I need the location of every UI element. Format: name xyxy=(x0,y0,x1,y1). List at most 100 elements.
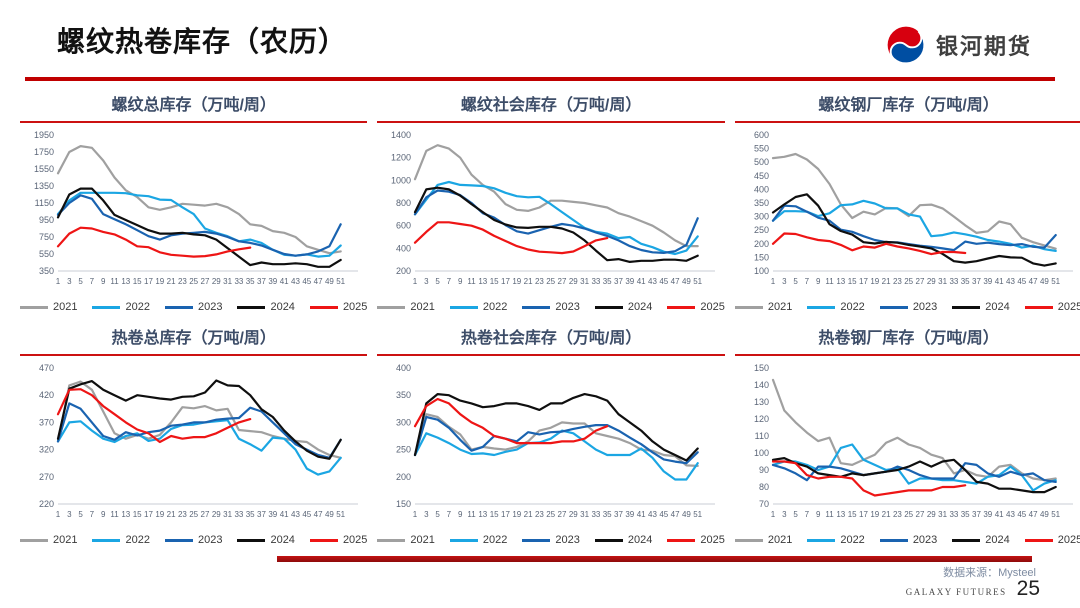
svg-text:600: 600 xyxy=(396,221,411,231)
svg-text:19: 19 xyxy=(155,510,164,519)
svg-text:15: 15 xyxy=(848,510,857,519)
legend-label: 2022 xyxy=(482,534,508,546)
svg-text:47: 47 xyxy=(1028,510,1037,519)
svg-text:19: 19 xyxy=(870,277,879,286)
svg-text:49: 49 xyxy=(682,277,691,286)
svg-text:33: 33 xyxy=(592,510,601,519)
svg-text:37: 37 xyxy=(614,277,623,286)
legend-label: 2024 xyxy=(985,534,1010,546)
chart-panel: 热卷社会库存（万吨/周） 150 200 250 300 350 400 1 3 5 7 9 11 13… xyxy=(377,327,725,550)
legend-label: 2022 xyxy=(125,534,150,546)
svg-text:13: 13 xyxy=(479,510,488,519)
legend-line-swatch xyxy=(92,305,121,309)
svg-text:27: 27 xyxy=(915,510,924,519)
svg-text:51: 51 xyxy=(336,510,345,519)
svg-text:11: 11 xyxy=(110,510,119,519)
svg-text:31: 31 xyxy=(223,277,232,286)
legend-label: 2025 xyxy=(1057,534,1080,546)
svg-text:23: 23 xyxy=(893,277,902,286)
svg-text:49: 49 xyxy=(682,510,691,519)
svg-text:49: 49 xyxy=(325,277,334,286)
legend-item: 2024 xyxy=(237,534,295,546)
svg-text:37: 37 xyxy=(972,510,981,519)
svg-text:17: 17 xyxy=(144,277,153,286)
legend-line-swatch xyxy=(1024,538,1053,542)
svg-text:21: 21 xyxy=(524,510,533,519)
legend-label: 2025 xyxy=(1057,301,1080,313)
chart-legend: 2021 2022 2023 2024 2025 xyxy=(377,297,725,317)
chart-title: 热卷钢厂库存（万吨/周） xyxy=(818,330,999,347)
svg-text:37: 37 xyxy=(257,277,266,286)
svg-text:3: 3 xyxy=(67,277,72,286)
svg-text:41: 41 xyxy=(637,510,646,519)
legend-item: 2024 xyxy=(594,534,652,546)
legend-item: 2025 xyxy=(667,534,725,546)
svg-text:5: 5 xyxy=(78,277,83,286)
svg-text:25: 25 xyxy=(189,510,198,519)
svg-text:27: 27 xyxy=(558,277,567,286)
legend-item: 2021 xyxy=(734,534,792,546)
svg-text:1: 1 xyxy=(413,510,418,519)
chart-panel: 热卷钢厂库存（万吨/周） 70 80 90 100 110 120 130 140 150 1 3 5… xyxy=(734,327,1080,550)
svg-text:41: 41 xyxy=(637,277,646,286)
chart-title-underline xyxy=(20,121,368,123)
svg-text:9: 9 xyxy=(816,277,821,286)
svg-text:9: 9 xyxy=(458,277,463,286)
svg-text:39: 39 xyxy=(626,277,635,286)
svg-text:21: 21 xyxy=(167,277,176,286)
chart-title: 螺纹总库存（万吨/周） xyxy=(111,97,276,114)
legend-label: 2023 xyxy=(197,534,223,546)
svg-text:200: 200 xyxy=(396,472,411,482)
chart-title-underline xyxy=(734,354,1080,356)
svg-text:220: 220 xyxy=(39,499,54,509)
svg-text:70: 70 xyxy=(759,499,769,509)
svg-text:49: 49 xyxy=(1040,277,1049,286)
svg-text:500: 500 xyxy=(754,157,769,167)
legend-label: 2023 xyxy=(555,301,580,313)
legend-item: 2022 xyxy=(92,301,150,313)
legend-line-swatch xyxy=(377,305,406,309)
legend-item: 2025 xyxy=(667,301,725,313)
svg-text:1400: 1400 xyxy=(391,130,411,140)
svg-text:35: 35 xyxy=(246,277,255,286)
legend-label: 2023 xyxy=(912,534,938,546)
svg-text:13: 13 xyxy=(479,277,488,286)
svg-text:41: 41 xyxy=(280,277,289,286)
legend-label: 2023 xyxy=(912,301,938,313)
svg-text:200: 200 xyxy=(396,266,411,276)
svg-text:5: 5 xyxy=(436,510,441,519)
svg-text:7: 7 xyxy=(805,510,810,519)
chart-legend: 2021 2022 2023 2024 2025 xyxy=(20,530,367,550)
svg-text:11: 11 xyxy=(468,510,477,519)
svg-text:45: 45 xyxy=(302,510,311,519)
svg-text:47: 47 xyxy=(671,277,680,286)
svg-text:420: 420 xyxy=(39,390,54,400)
legend-item: 2024 xyxy=(594,301,652,313)
logo: 银河期货 xyxy=(885,24,1032,66)
svg-text:25: 25 xyxy=(547,510,556,519)
svg-text:1550: 1550 xyxy=(34,164,54,174)
legend-line-swatch xyxy=(952,538,981,542)
svg-text:41: 41 xyxy=(995,277,1004,286)
svg-text:1: 1 xyxy=(56,510,61,519)
svg-text:17: 17 xyxy=(144,510,153,519)
chart-title: 螺纹钢厂库存（万吨/周） xyxy=(818,97,999,114)
legend-line-swatch xyxy=(309,305,338,309)
legend-line-swatch xyxy=(449,538,478,542)
svg-text:7: 7 xyxy=(447,510,452,519)
svg-text:25: 25 xyxy=(904,510,913,519)
svg-text:39: 39 xyxy=(983,510,992,519)
footer-brandline: GALAXY FUTURES 25 xyxy=(906,577,1040,601)
svg-text:49: 49 xyxy=(325,510,334,519)
svg-text:33: 33 xyxy=(592,277,601,286)
legend-line-swatch xyxy=(667,538,696,542)
legend-item: 2024 xyxy=(952,534,1010,546)
legend-label: 2022 xyxy=(840,534,865,546)
svg-text:80: 80 xyxy=(759,482,769,492)
svg-text:39: 39 xyxy=(268,277,277,286)
svg-text:11: 11 xyxy=(825,510,834,519)
chart-panel: 螺纹总库存（万吨/周） 350 550 750 950 1150 1350 1550 1750… xyxy=(20,94,368,317)
svg-text:35: 35 xyxy=(961,277,970,286)
svg-text:250: 250 xyxy=(396,445,411,455)
